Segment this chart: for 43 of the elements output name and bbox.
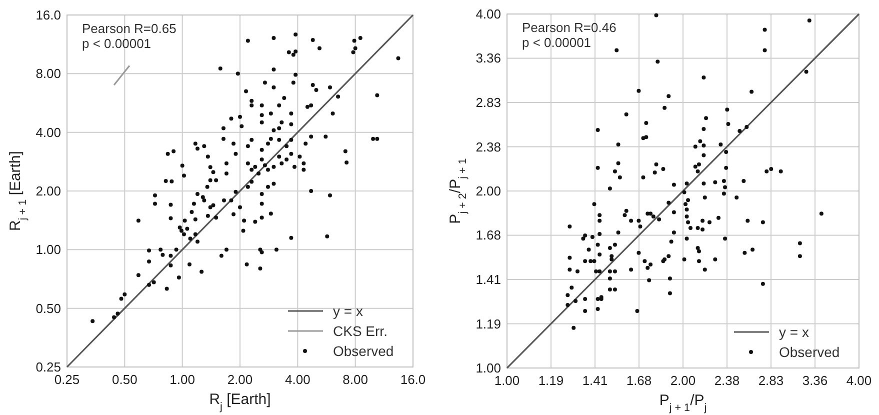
x-axis-title: P$_{j + 1}$/P$_{j}$ [659, 392, 707, 414]
legend-label: Observed [779, 344, 840, 360]
x-tick-label: 1.19 [538, 373, 564, 388]
x-tick-label: 4.00 [285, 372, 310, 387]
y-tick-label: 16.0 [36, 8, 61, 22]
y-tick-label: 1.00 [36, 242, 61, 258]
x-tick-label: 2.00 [670, 373, 696, 388]
legend-label: y = x [333, 303, 363, 319]
y-tick-label: 2.83 [476, 95, 501, 110]
x-axis-title: R$_{j}$ [Earth] [209, 391, 271, 413]
y-tick-label: 2.00 [36, 184, 61, 198]
x-tick-label: 2.83 [758, 373, 784, 388]
annotation: p < 0.00001 [82, 36, 152, 51]
x-tick-label: 8.00 [342, 372, 368, 387]
y-tick-label: 2.00 [476, 184, 501, 198]
annotation: Pearson R=0.65 [82, 21, 176, 36]
x-tick-label: 1.41 [582, 373, 608, 388]
x-tick-label: 16.0 [400, 372, 426, 387]
x-tick-label: 1.00 [170, 372, 195, 387]
legend-label: CKS Err. [333, 323, 388, 339]
y-tick-label: 1.41 [476, 272, 501, 287]
annotation: p < 0.00001 [522, 35, 592, 50]
legend-label: y = x [779, 324, 809, 340]
x-tick-label: 0.50 [112, 372, 138, 387]
x-tick-label: 2.38 [714, 373, 740, 388]
x-tick-label: 1.00 [494, 373, 520, 388]
y-tick-label: 4.00 [476, 6, 501, 22]
y-tick-label: 3.36 [476, 50, 501, 66]
x-tick-label: 2.00 [227, 372, 253, 387]
x-tick-label: 1.68 [626, 373, 652, 388]
y-tick-label: 4.00 [36, 124, 61, 140]
y-tick-label: 2.38 [476, 139, 501, 154]
legend-label: Observed [333, 343, 394, 359]
annotation: Pearson R=0.46 [522, 20, 616, 35]
y-tick-label: 1.00 [476, 360, 501, 376]
x-tick-label: 0.25 [54, 372, 80, 387]
y-tick-label: 0.25 [36, 360, 61, 374]
y-tick-label: 0.50 [36, 300, 61, 316]
x-tick-label: 4.00 [846, 373, 872, 388]
y-tick-label: 1.19 [476, 316, 501, 332]
x-tick-label: 3.36 [802, 373, 828, 388]
y-tick-label: 1.68 [476, 228, 501, 243]
y-tick-label: 8.00 [36, 66, 61, 82]
